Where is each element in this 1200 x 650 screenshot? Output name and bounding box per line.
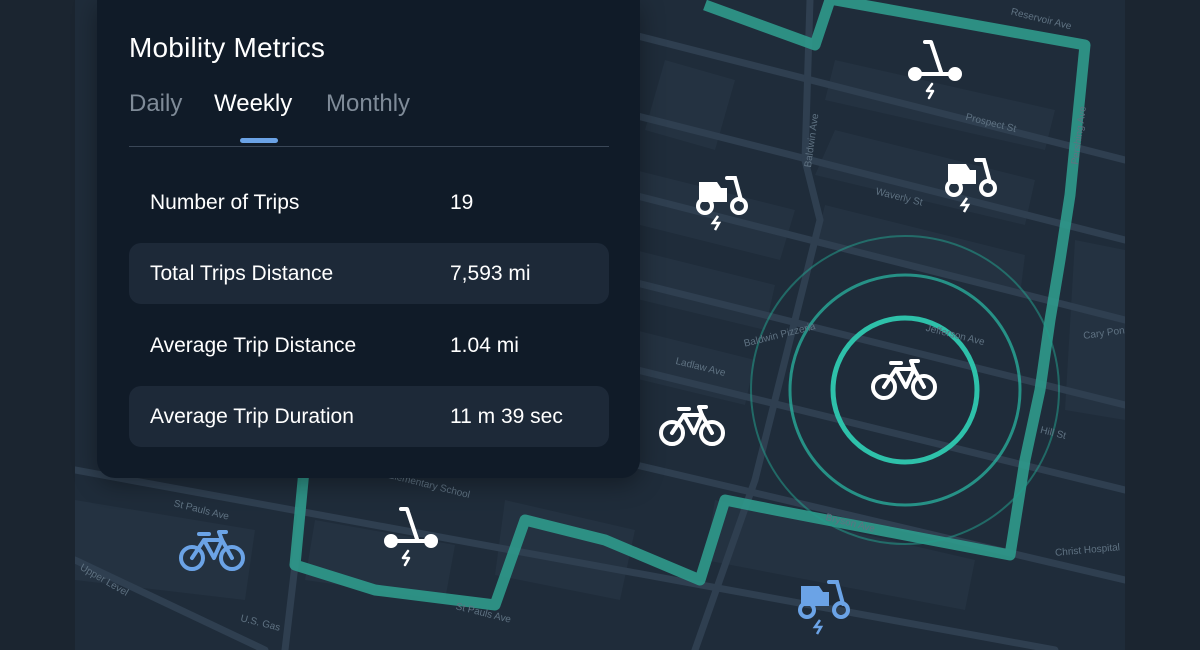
metric-value: 7,593 mi: [450, 262, 531, 285]
metric-value: 11 m 39 sec: [450, 405, 563, 428]
metric-label: Average Trip Distance: [150, 334, 357, 357]
metric-row-total-distance: Total Trips Distance 7,593 mi: [129, 243, 609, 304]
bike-marker[interactable]: [659, 403, 729, 473]
moped-marker[interactable]: [940, 150, 1010, 220]
period-tabs: Daily Weekly Monthly: [129, 90, 609, 147]
metric-label: Total Trips Distance: [150, 262, 334, 285]
active-tab-indicator: [240, 138, 278, 143]
service-zone-outline: [289, 0, 1091, 611]
bike-icon: [871, 359, 937, 400]
mobility-metrics-panel: Mobility Metrics Daily Weekly Monthly Nu…: [97, 0, 640, 478]
scooter-marker[interactable]: [381, 503, 451, 573]
tab-monthly[interactable]: Monthly: [326, 90, 411, 117]
map-base: [75, 0, 1125, 650]
scooter-marker[interactable]: [905, 36, 975, 106]
selection-ring-middle: [788, 273, 1022, 507]
bike-marker[interactable]: [179, 528, 249, 598]
bike-icon: [179, 530, 245, 571]
bike-icon: [659, 405, 725, 446]
selection-ring-inner: [830, 315, 980, 465]
metric-label: Average Trip Duration: [150, 405, 354, 428]
panel-title: Mobility Metrics: [129, 32, 326, 63]
tab-weekly[interactable]: Weekly: [214, 90, 293, 117]
selection-ring-outer: [750, 235, 1060, 545]
metric-value: 19: [450, 191, 474, 214]
moped-marker[interactable]: [691, 168, 761, 238]
scooter-icon: [908, 40, 962, 100]
scooter-icon: [384, 507, 438, 567]
metric-row-trips: Number of Trips 19: [129, 172, 609, 233]
moped-marker[interactable]: [793, 572, 863, 642]
moped-icon: [945, 158, 997, 213]
metric-row-average-distance: Average Trip Distance 1.04 mi: [129, 315, 609, 376]
moped-icon: [696, 176, 748, 231]
metric-value: 1.04 mi: [450, 334, 519, 357]
moped-icon: [798, 580, 850, 635]
tab-daily[interactable]: Daily: [129, 90, 183, 117]
metric-label: Number of Trips: [150, 191, 300, 214]
metric-row-average-duration: Average Trip Duration 11 m 39 sec: [129, 386, 609, 447]
selected-bike-marker[interactable]: [871, 357, 941, 427]
